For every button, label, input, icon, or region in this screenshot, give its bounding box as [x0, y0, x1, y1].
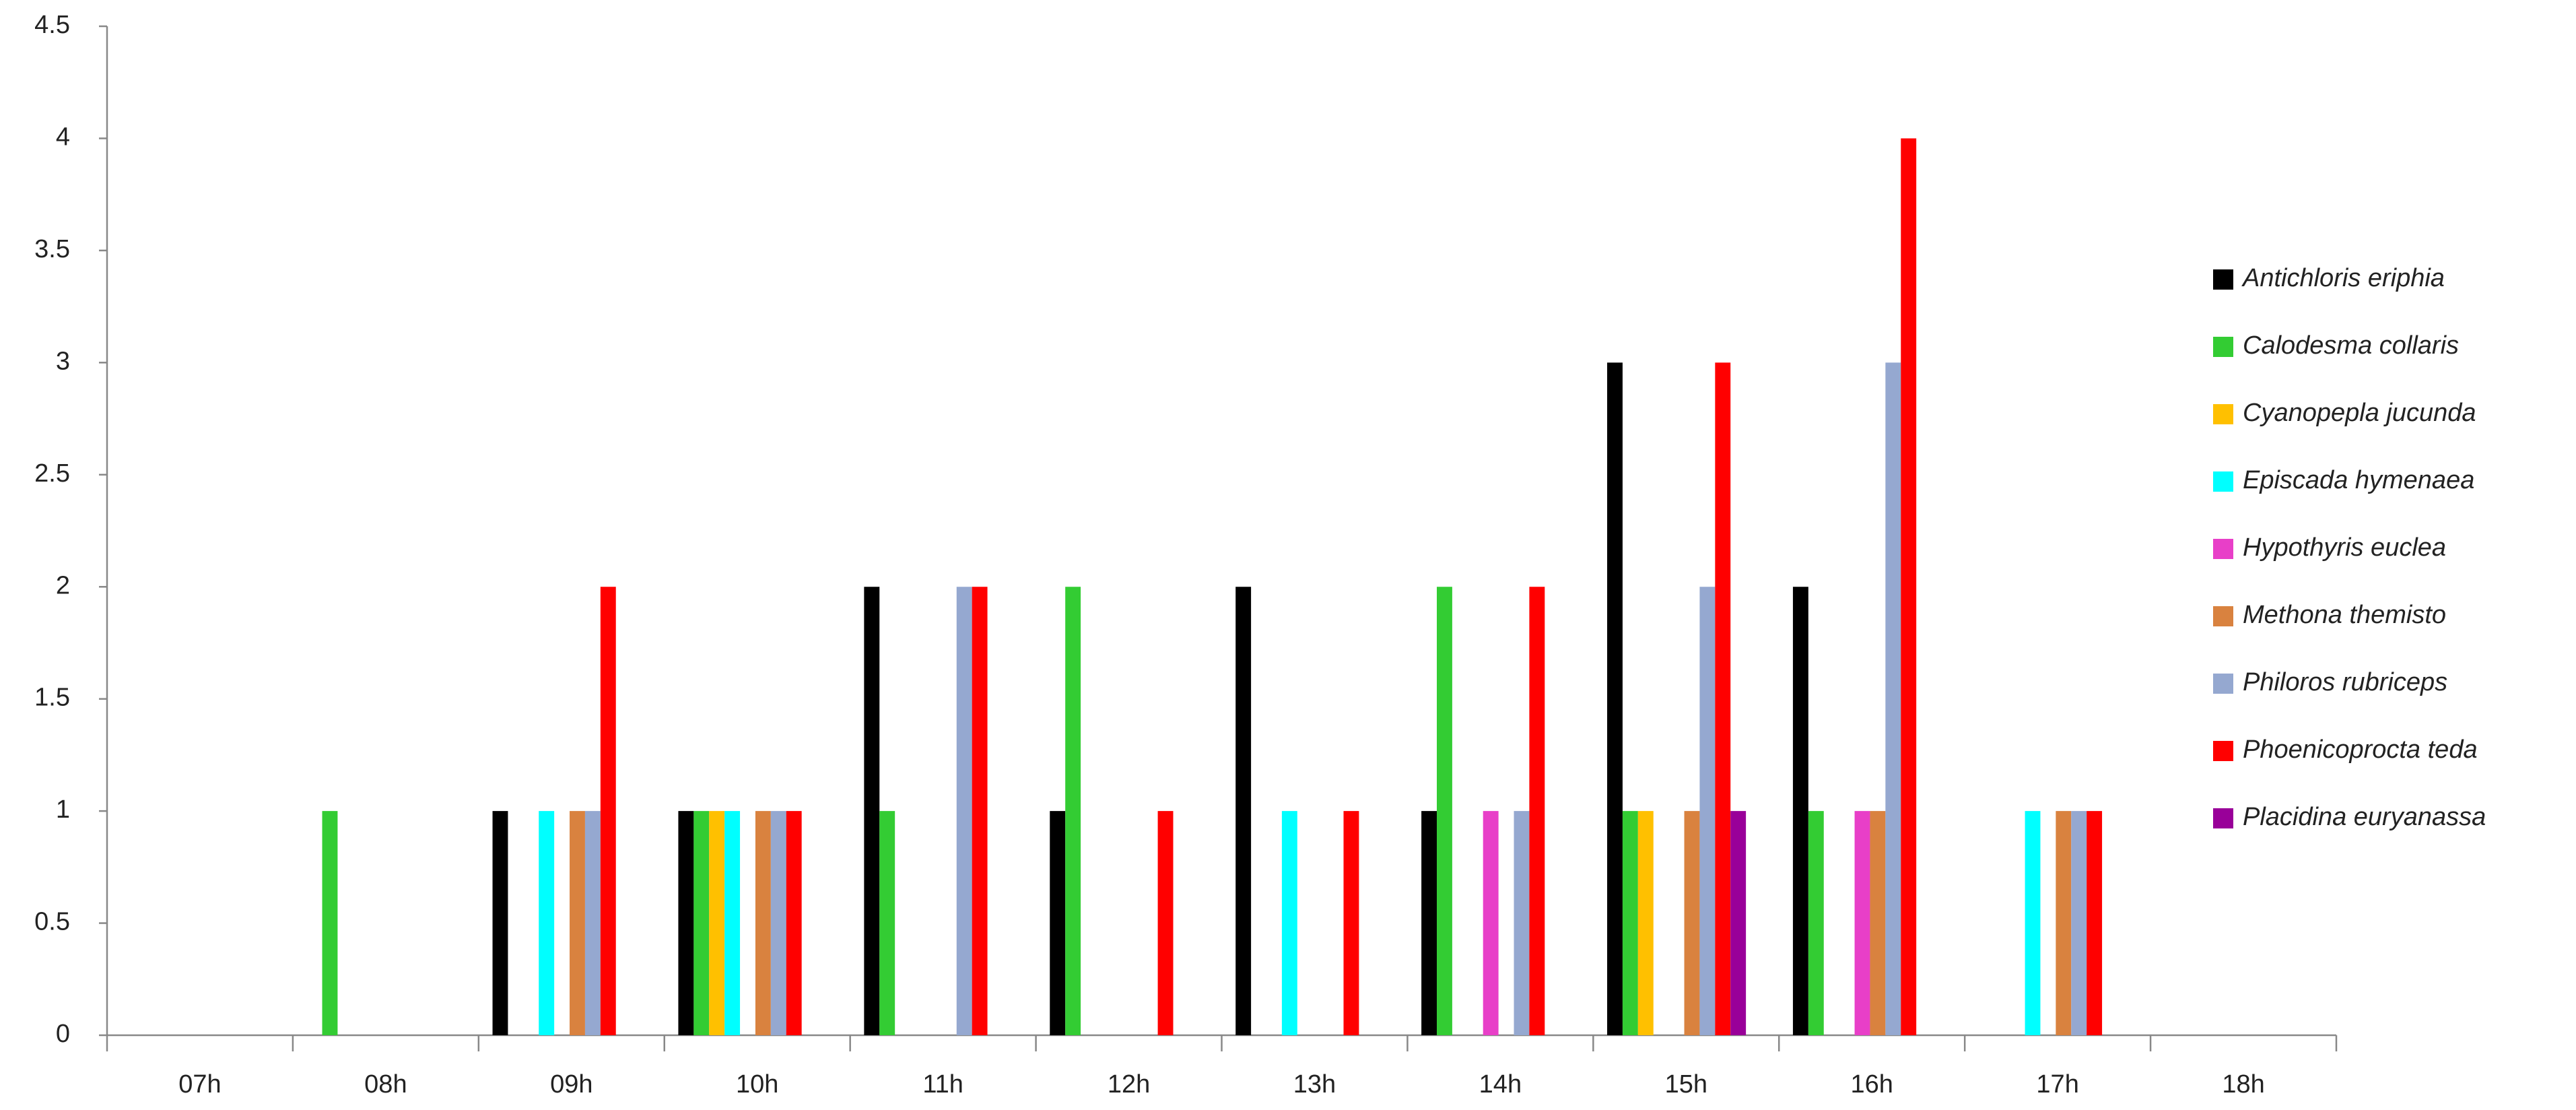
legend-swatch — [2213, 269, 2233, 290]
bar — [1281, 811, 1297, 1035]
bar — [1684, 811, 1700, 1035]
bar — [678, 811, 694, 1035]
x-tick-label: 09h — [550, 1070, 592, 1099]
bar — [786, 811, 802, 1035]
bar — [1901, 138, 1917, 1035]
bar — [1343, 811, 1359, 1035]
legend-swatch — [2213, 404, 2233, 424]
x-tick-label: 13h — [1293, 1070, 1336, 1099]
bar — [1437, 587, 1452, 1035]
x-tick-label: 12h — [1108, 1070, 1150, 1099]
legend-label: Episcada hymenaea — [2243, 466, 2474, 494]
y-tick-label: 0 — [56, 1020, 70, 1048]
bar — [879, 811, 895, 1035]
bar — [864, 587, 880, 1035]
bar — [1870, 811, 1886, 1035]
bar — [1065, 587, 1081, 1035]
legend-label: Hypothyris euclea — [2243, 533, 2446, 562]
legend-swatch — [2213, 741, 2233, 761]
bar — [709, 811, 725, 1035]
bar — [1529, 587, 1545, 1035]
x-tick-label: 08h — [364, 1070, 407, 1099]
bar — [492, 811, 508, 1035]
legend-label: Methona themisto — [2243, 601, 2446, 629]
x-tick-label: 17h — [2036, 1070, 2078, 1099]
legend-label: Antichloris eriphia — [2241, 264, 2445, 292]
y-tick-label: 2 — [56, 571, 70, 599]
x-tick-label: 16h — [1851, 1070, 1893, 1099]
y-tick-label: 0.5 — [34, 908, 70, 936]
bar — [584, 811, 601, 1035]
bar — [1235, 587, 1252, 1035]
bar — [1514, 811, 1530, 1035]
bar — [972, 587, 988, 1035]
bar — [1715, 362, 1731, 1035]
x-tick-label: 15h — [1665, 1070, 1707, 1099]
bar — [322, 811, 338, 1035]
bar — [724, 811, 741, 1035]
x-tick-label: 18h — [2222, 1070, 2264, 1099]
bar — [1157, 811, 1174, 1035]
x-tick-label: 10h — [736, 1070, 778, 1099]
bar — [1730, 811, 1747, 1035]
legend-swatch — [2213, 337, 2233, 357]
bar — [1792, 587, 1808, 1035]
y-tick-label: 3.5 — [34, 235, 70, 263]
bar — [1637, 811, 1654, 1035]
bar — [1483, 811, 1499, 1035]
legend-label: Cyanopepla jucunda — [2243, 399, 2476, 427]
x-tick-label: 07h — [178, 1070, 221, 1099]
legend-swatch — [2213, 808, 2233, 828]
bar — [1421, 811, 1437, 1035]
legend-label: Philoros rubriceps — [2243, 668, 2447, 696]
bar — [600, 587, 616, 1035]
y-tick-label: 2.5 — [34, 459, 70, 488]
bar — [2025, 811, 2041, 1035]
legend-label: Phoenicoprocta teda — [2243, 736, 2478, 764]
bar — [1607, 362, 1623, 1035]
legend-swatch — [2213, 471, 2233, 492]
legend-swatch — [2213, 606, 2233, 626]
y-tick-label: 4.5 — [34, 11, 70, 39]
bar — [1854, 811, 1870, 1035]
legend-swatch — [2213, 674, 2233, 694]
bar — [755, 811, 771, 1035]
bar — [956, 587, 972, 1035]
bar — [1622, 811, 1638, 1035]
legend-label: Calodesma collaris — [2243, 331, 2459, 360]
bar — [570, 811, 585, 1035]
bar — [2071, 811, 2087, 1035]
bar — [693, 811, 710, 1035]
bar — [539, 811, 555, 1035]
y-tick-label: 1 — [56, 795, 70, 824]
bar — [1808, 811, 1824, 1035]
y-tick-label: 3 — [56, 347, 70, 375]
bar — [1050, 811, 1066, 1035]
legend-label: Placidina euryanassa — [2243, 803, 2486, 831]
y-tick-label: 1.5 — [34, 684, 70, 712]
bar — [1699, 587, 1716, 1035]
bar — [2056, 811, 2072, 1035]
bar — [1885, 362, 1901, 1035]
y-tick-label: 4 — [56, 123, 70, 151]
bar — [2087, 811, 2103, 1035]
x-tick-label: 14h — [1479, 1070, 1522, 1099]
x-tick-label: 11h — [922, 1070, 963, 1099]
legend-swatch — [2213, 539, 2233, 559]
bar — [770, 811, 786, 1035]
